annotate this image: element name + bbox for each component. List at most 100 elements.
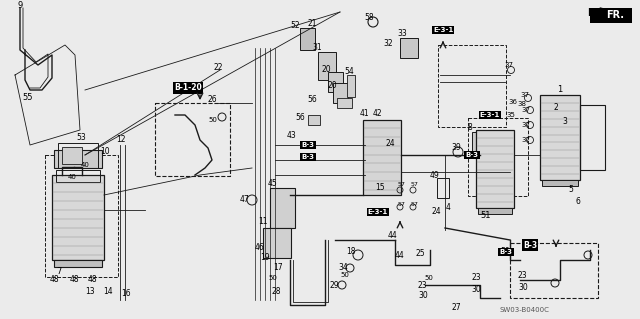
Text: 27: 27 xyxy=(452,302,461,311)
Text: 34: 34 xyxy=(338,263,348,272)
Bar xyxy=(347,75,355,97)
Bar xyxy=(542,180,578,186)
Bar xyxy=(337,98,352,108)
Bar xyxy=(478,208,512,214)
Text: 39: 39 xyxy=(451,144,461,152)
Text: B-3: B-3 xyxy=(499,249,513,255)
Bar xyxy=(437,178,449,198)
Bar xyxy=(328,72,343,92)
Bar xyxy=(540,95,580,180)
Text: 20: 20 xyxy=(328,81,338,91)
Bar xyxy=(472,132,487,152)
Text: E-3-1: E-3-1 xyxy=(480,112,500,118)
Text: 7: 7 xyxy=(56,266,61,276)
Text: 37: 37 xyxy=(521,137,530,143)
Bar xyxy=(468,118,528,196)
Polygon shape xyxy=(600,8,620,18)
Bar xyxy=(580,105,605,170)
Text: B-3: B-3 xyxy=(465,152,479,158)
Text: 41: 41 xyxy=(360,108,370,117)
Text: 15: 15 xyxy=(375,182,385,191)
Text: 12: 12 xyxy=(116,136,125,145)
Text: 40: 40 xyxy=(68,174,77,180)
Bar xyxy=(52,175,104,260)
Text: B-3: B-3 xyxy=(301,154,314,160)
Text: 37: 37 xyxy=(521,107,530,113)
Text: 57: 57 xyxy=(411,182,419,188)
Text: 51: 51 xyxy=(480,211,490,220)
Text: 23: 23 xyxy=(471,273,481,283)
Bar xyxy=(590,8,632,23)
Text: 9: 9 xyxy=(18,2,23,11)
Text: 52: 52 xyxy=(290,20,300,29)
Text: 50: 50 xyxy=(424,275,433,281)
Text: 50: 50 xyxy=(340,272,349,278)
Text: 49: 49 xyxy=(430,172,440,181)
Text: 19: 19 xyxy=(260,254,269,263)
Bar xyxy=(438,45,506,127)
Bar xyxy=(308,115,320,125)
Text: 55: 55 xyxy=(22,93,33,102)
Text: 29: 29 xyxy=(330,280,340,290)
Bar xyxy=(54,150,102,168)
Text: 56: 56 xyxy=(295,113,305,122)
Bar xyxy=(54,260,102,267)
Text: 47: 47 xyxy=(240,196,250,204)
Text: 20: 20 xyxy=(322,65,332,75)
Text: 54: 54 xyxy=(344,68,354,77)
Text: 5: 5 xyxy=(568,186,573,195)
Text: 28: 28 xyxy=(272,287,282,296)
Bar xyxy=(333,83,348,103)
Text: B-1-20: B-1-20 xyxy=(174,84,202,93)
Text: 2: 2 xyxy=(553,103,557,113)
Text: 18: 18 xyxy=(346,248,355,256)
Text: 10: 10 xyxy=(100,147,109,157)
Text: 16: 16 xyxy=(121,288,131,298)
Text: 4: 4 xyxy=(446,204,451,212)
Text: E-3-1: E-3-1 xyxy=(433,27,453,33)
Text: 37: 37 xyxy=(521,122,530,128)
Text: B-3: B-3 xyxy=(523,241,537,249)
Text: 37: 37 xyxy=(520,92,529,98)
Text: 36: 36 xyxy=(508,99,517,105)
Text: E-3-1: E-3-1 xyxy=(368,209,388,215)
Bar xyxy=(62,147,82,164)
Bar xyxy=(510,243,598,298)
Bar xyxy=(270,188,295,228)
Text: 30: 30 xyxy=(471,286,481,294)
Text: 53: 53 xyxy=(76,132,86,142)
Text: 21: 21 xyxy=(308,19,317,27)
Text: 32: 32 xyxy=(383,39,392,48)
Text: 26: 26 xyxy=(208,95,218,105)
Text: 38: 38 xyxy=(517,101,526,107)
Text: 30: 30 xyxy=(418,291,428,300)
Text: 50: 50 xyxy=(500,248,509,256)
Text: B-3: B-3 xyxy=(301,142,314,148)
Text: 17: 17 xyxy=(273,263,283,272)
Bar xyxy=(300,28,315,50)
Text: 3: 3 xyxy=(562,117,567,127)
Bar xyxy=(45,155,118,277)
Text: 50: 50 xyxy=(268,275,277,281)
Bar xyxy=(400,38,418,58)
Bar xyxy=(363,120,401,195)
Text: 48: 48 xyxy=(70,276,79,285)
Text: 25: 25 xyxy=(415,249,424,257)
Text: 57: 57 xyxy=(398,182,406,188)
Text: 50: 50 xyxy=(208,117,217,123)
Text: 44: 44 xyxy=(388,231,397,240)
Text: 8: 8 xyxy=(468,123,473,132)
Text: FR.: FR. xyxy=(587,8,605,18)
Text: 57: 57 xyxy=(398,203,406,207)
Text: 23: 23 xyxy=(518,271,527,279)
Text: 40: 40 xyxy=(81,162,90,168)
Text: 23: 23 xyxy=(418,280,428,290)
Text: 35: 35 xyxy=(506,112,515,118)
Text: 48: 48 xyxy=(50,276,60,285)
Text: 14: 14 xyxy=(103,286,113,295)
Text: 46: 46 xyxy=(255,243,265,253)
Bar xyxy=(58,143,98,168)
Bar xyxy=(476,130,514,208)
Bar xyxy=(155,103,230,176)
Bar xyxy=(56,170,100,182)
